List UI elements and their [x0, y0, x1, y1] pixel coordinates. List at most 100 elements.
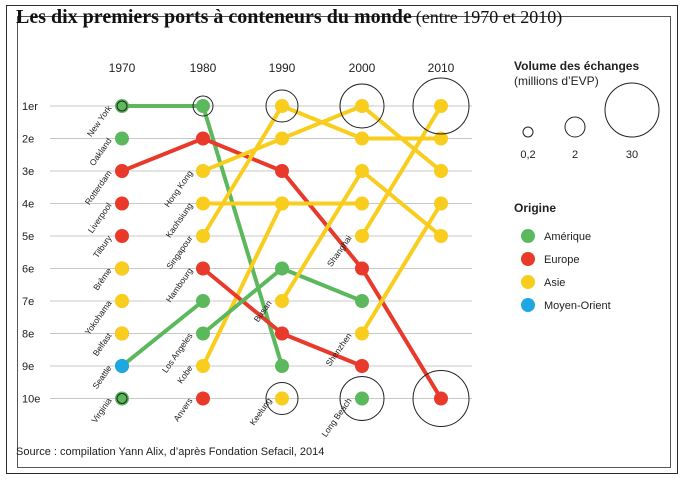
legend-swatch-moyen-orient — [521, 298, 535, 312]
rank-label: 8e — [22, 329, 34, 341]
legend-swatch-europe — [521, 252, 535, 266]
year-header: 1990 — [269, 61, 296, 75]
chart-title: Les dix premiers ports à conteneurs du m… — [16, 6, 562, 29]
port-label-breme: Brême — [91, 266, 114, 292]
legend-label-moyen-orient: Moyen-Orient — [544, 300, 611, 312]
port-label-seattle: Seattle — [90, 363, 114, 391]
title-main: Les dix premiers ports à conteneurs du m… — [16, 6, 412, 28]
port-dot-tilbury — [115, 229, 129, 243]
volume-ring — [265, 89, 299, 123]
port-dot-liverpool — [115, 196, 129, 211]
legend-volume-unit: (millions d’EVP) — [514, 74, 599, 88]
port-dot-dubai — [115, 359, 129, 373]
volume-ring — [412, 77, 470, 135]
legend-label-europe: Europe — [544, 254, 579, 266]
port-dot-long-beach — [355, 391, 369, 406]
port-dot-hong-kong — [196, 164, 210, 178]
legend-volume-circle — [522, 126, 534, 138]
rank-label: 1er — [22, 101, 38, 113]
port-label-new-york: New York — [85, 103, 114, 139]
port-dot-new-york — [196, 99, 210, 113]
legend-swatch-amerique — [521, 229, 535, 243]
port-dot-hong-kong — [434, 164, 448, 178]
rank-label: 7e — [22, 296, 34, 308]
legend-volume-circle — [604, 82, 660, 138]
port-label-tilbury: Tilbury — [91, 233, 114, 260]
legend-volume-value: 30 — [626, 149, 638, 161]
rank-label: 5e — [22, 231, 34, 243]
port-dot-busan — [355, 164, 369, 178]
port-dot-oakland — [115, 131, 129, 146]
volume-ring — [339, 83, 385, 129]
port-dot-singapour — [434, 131, 448, 146]
port-dot-hambourg — [196, 261, 210, 276]
legend-volume-value: 0,2 — [520, 149, 535, 161]
rank-label: 4e — [22, 199, 34, 211]
port-label-singapour: Singapour — [164, 233, 195, 271]
port-line-shanghai — [360, 104, 443, 238]
port-dot-hong-kong — [355, 99, 369, 113]
port-dot-keelung — [275, 391, 289, 406]
port-dot-rotterdam — [434, 391, 448, 406]
port-dot-los-angeles — [196, 326, 210, 341]
legend-label-asie: Asie — [544, 277, 565, 289]
port-dot-rotterdam — [355, 261, 369, 276]
port-label-belfast: Belfast — [91, 330, 114, 358]
port-line-kobe — [201, 202, 284, 367]
port-label-rotterdam: Rotterdam — [83, 168, 114, 206]
legend-origin-title: Origine — [514, 201, 556, 215]
legend-volume-circle — [564, 116, 586, 138]
port-dot-busan — [434, 229, 448, 243]
rank-label: 3e — [22, 166, 34, 178]
volume-ring — [116, 100, 128, 112]
port-dot-hong-kong — [275, 131, 289, 146]
port-dot-rotterdam — [115, 164, 129, 178]
port-dot-shanghai — [355, 229, 369, 243]
port-dot-singapour — [355, 131, 369, 146]
legend-swatch-asie — [521, 275, 535, 289]
port-dot-rotterdam — [196, 131, 210, 146]
legend-volume-value: 2 — [572, 149, 578, 161]
legend-label-amerique: Amérique — [544, 231, 591, 243]
source-note: Source : compilation Yann Alix, d’après … — [16, 446, 325, 458]
port-line-singapour — [201, 104, 441, 238]
port-label-long-beach: Long Beach — [319, 396, 353, 439]
port-dot-ningbo — [115, 261, 129, 276]
volume-ring — [339, 376, 385, 421]
title-subtitle: (entre 1970 et 2010) — [415, 7, 563, 27]
port-dot-rotterdam — [275, 164, 289, 178]
port-label-keelung: Keelung — [248, 396, 274, 428]
port-label-anvers: Anvers — [171, 396, 194, 423]
volume-ring — [265, 382, 299, 415]
port-dot-hambourg — [355, 359, 369, 373]
chart-frame-inner — [17, 16, 671, 468]
port-dot-shenzhen — [434, 196, 448, 211]
port-dot-kaohsiung — [355, 196, 369, 211]
port-dot-los-angeles — [275, 261, 289, 276]
port-label-hambourg: Hambourg — [164, 266, 195, 304]
port-dot-anvers — [196, 391, 210, 406]
volume-ring — [116, 393, 128, 404]
port-label-oakland: Oakland — [87, 136, 114, 168]
port-dot-guangzhou — [115, 294, 129, 308]
port-dot-hambourg — [275, 326, 289, 341]
port-dot-qingdao — [115, 326, 129, 341]
year-header: 2010 — [428, 61, 455, 75]
port-dot-shenzhen — [355, 326, 369, 341]
port-dot-seattle — [196, 294, 210, 308]
port-dot-kaohsiung — [275, 196, 289, 211]
rank-label: 6e — [22, 264, 34, 276]
year-header: 2000 — [349, 61, 376, 75]
rank-label: 2e — [22, 134, 34, 146]
year-header: 1970 — [109, 61, 136, 75]
port-label-yokohama: Yokohama — [83, 298, 114, 337]
port-dot-kaohsiung — [196, 196, 210, 211]
port-dot-singapour — [196, 229, 210, 243]
port-dot-new-york — [275, 359, 289, 373]
port-dot-kobe — [196, 359, 210, 373]
port-label-virginia: Virginia — [89, 396, 114, 425]
volume-ring — [412, 370, 470, 427]
port-line-seattle — [120, 299, 205, 368]
port-label-hong-kong: Hong Kong — [162, 168, 195, 209]
